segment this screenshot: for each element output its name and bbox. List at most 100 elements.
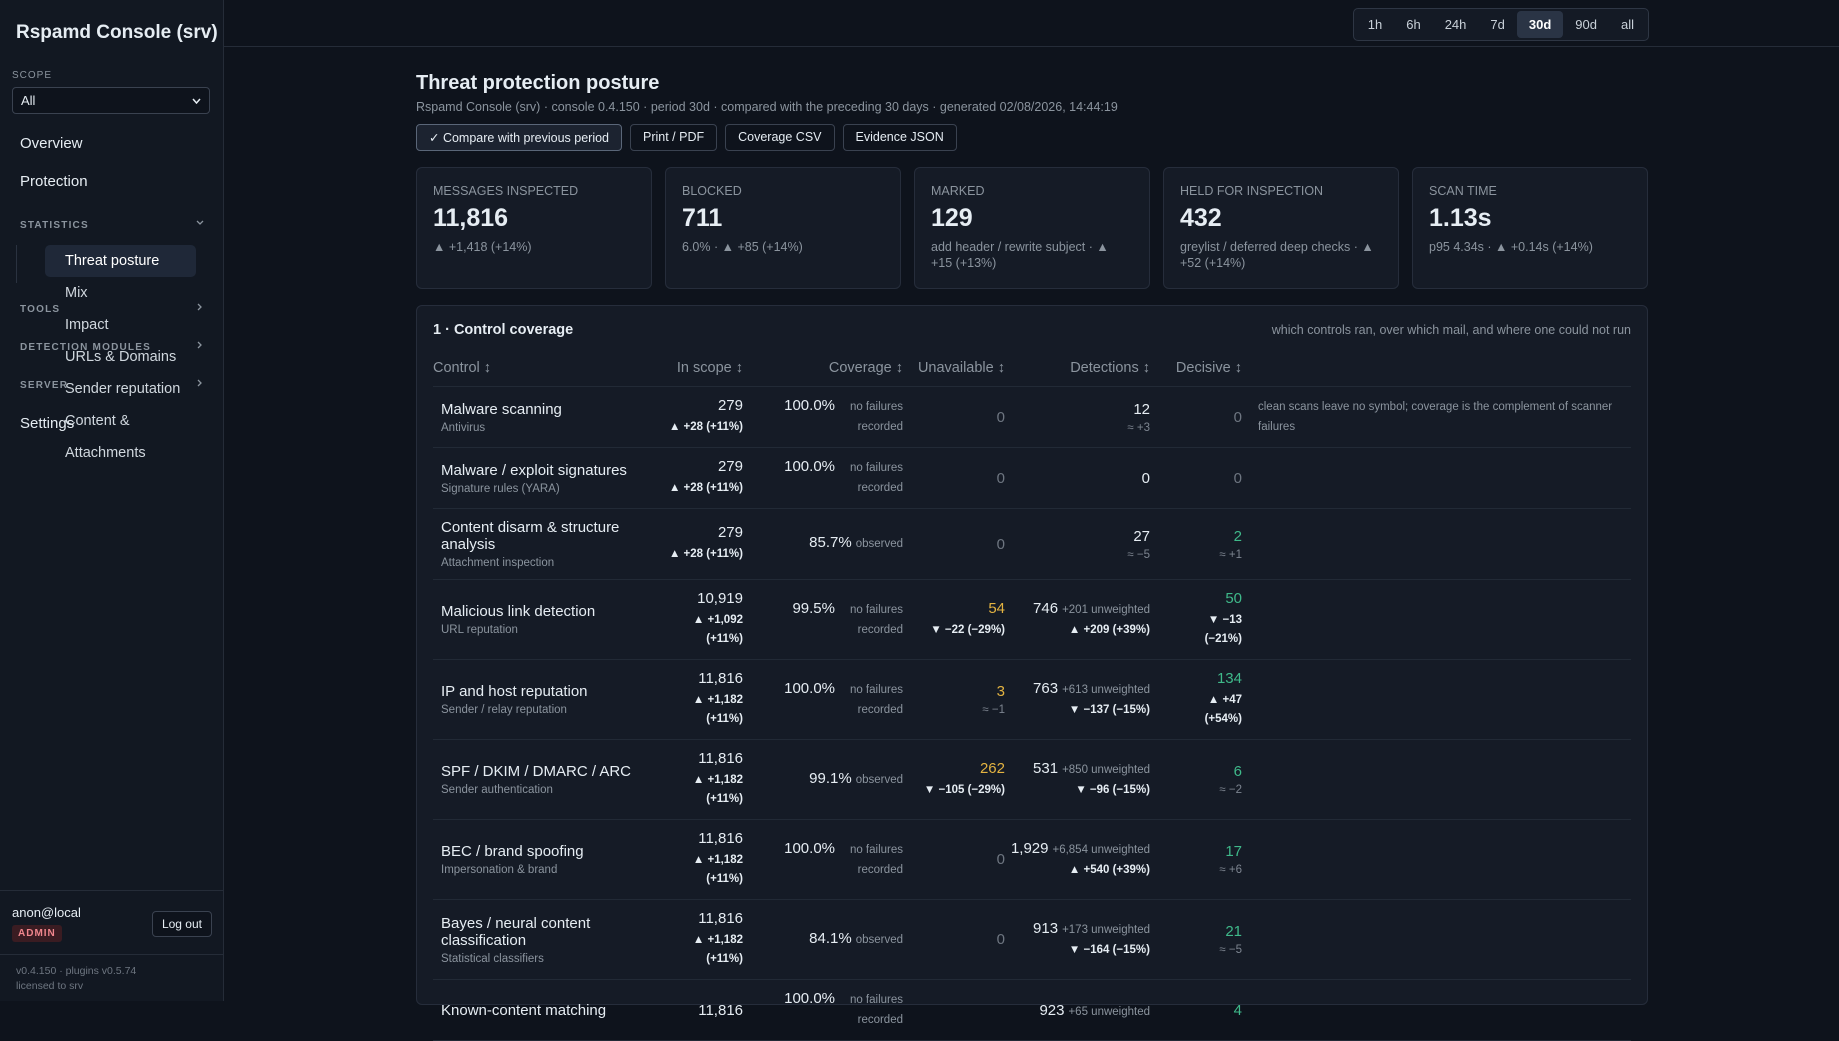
decisive-delta: ≈ +6 xyxy=(1219,864,1242,876)
scope: 11,816 xyxy=(698,1001,743,1019)
detections-cell: 746 +201 unweighted ▲ +209 (+39%) xyxy=(1005,580,1150,660)
decisive-cell: 6 ≈ −2 xyxy=(1150,740,1242,820)
coverage-cell: 99.1% observed xyxy=(743,740,903,820)
decisive-cell: 4 xyxy=(1150,980,1242,1041)
column-header[interactable]: Control ↕ xyxy=(433,352,663,387)
nav-section[interactable]: DETECTION MODULES xyxy=(0,329,224,367)
control-sub: Antivirus xyxy=(441,421,486,434)
kpi-value: 1.13s xyxy=(1429,204,1492,232)
period-button[interactable]: 7d xyxy=(1490,17,1505,32)
scope: 11,816 xyxy=(698,750,743,767)
decisive: 21 xyxy=(1225,923,1242,940)
scope-delta: ▲ +1,182 (+11%) xyxy=(692,694,743,725)
detections-cell: 1,929 +6,854 unweighted ▲ +540 (+39%) xyxy=(1005,820,1150,900)
nav-section[interactable]: STATISTICS xyxy=(0,207,224,245)
action-button[interactable]: Print / PDF xyxy=(630,124,718,151)
detections-delta: ▼ −96 (−15%) xyxy=(1075,783,1150,796)
nav-item[interactable]: Content & Attachments xyxy=(65,413,146,461)
decisive-cell: 50 ▼ −13 (−21%) xyxy=(1150,580,1242,660)
scope-delta: ▲ +1,182 (+11%) xyxy=(692,774,743,805)
scope: 279 xyxy=(717,458,743,475)
detections-delta: ▼ −137 (−15%) xyxy=(1068,703,1150,716)
scope-select[interactable]: All xyxy=(12,87,210,114)
scope: 279 xyxy=(717,524,743,541)
detections-delta: ▲ +209 (+39%) xyxy=(1068,623,1150,636)
coverage: 99.1% xyxy=(809,769,852,787)
scope-delta: ▲ +1,092 (+11%) xyxy=(692,614,743,645)
detections-delta: ≈ −5 xyxy=(1127,548,1150,561)
period-button[interactable]: 30d xyxy=(1516,11,1564,38)
action-button[interactable]: Coverage CSV xyxy=(725,124,835,151)
scope-cell: 11,816 ▲ +1,182 (+11%) xyxy=(663,660,743,740)
control-cell: SPF / DKIM / DMARC / ARC Sender authentic… xyxy=(433,740,663,820)
scope: 11,816 xyxy=(698,670,743,687)
nav-item[interactable]: Mix xyxy=(65,285,88,301)
detections-cell: 923 +65 unweighted xyxy=(1005,980,1150,1041)
period-button[interactable]: 6h xyxy=(1406,17,1421,32)
control-cell: BEC / brand spoofing Impersonation & bran… xyxy=(433,820,663,900)
column-header[interactable]: Unavailable ↕ xyxy=(903,352,1005,387)
unavailable: 0 xyxy=(996,851,1005,868)
version: v0.4.150 · plugins v0.5.74 xyxy=(16,965,137,977)
nav-section[interactable]: TOOLS xyxy=(0,291,224,329)
period-button[interactable]: 1h xyxy=(1367,17,1383,32)
scope-cell: 279 ▲ +28 (+11%) xyxy=(663,509,743,580)
column-header[interactable]: In scope ↕ xyxy=(663,352,743,387)
kpi-label: SCAN TIME xyxy=(1429,184,1497,198)
decisive-cell: 0 xyxy=(1150,387,1242,448)
nav-item[interactable]: Settings xyxy=(20,415,75,432)
action-button[interactable]: Evidence JSON xyxy=(842,124,957,151)
detections-line: 913 +173 unweighted xyxy=(1033,920,1150,937)
detections: 12 xyxy=(1133,400,1150,418)
scope: 10,919 xyxy=(697,590,743,607)
detections-extra: +850 unweighted xyxy=(1062,763,1150,776)
coverage: 85.7% xyxy=(809,534,852,551)
column-header[interactable]: Detections ↕ xyxy=(1005,352,1150,387)
decisive: 50 xyxy=(1225,590,1242,607)
unavailable: 54 xyxy=(988,599,1005,617)
coverage: 100.0% xyxy=(784,990,835,1007)
period-button[interactable]: 90d xyxy=(1575,17,1597,32)
nav-item[interactable]: Impact xyxy=(65,317,109,333)
detections-line: 12 xyxy=(1133,401,1150,418)
unavailable: 0 xyxy=(996,931,1005,948)
kpi-note: 6.0% · ▲ +85 (+14%) xyxy=(682,240,803,254)
coverage: 100.0% xyxy=(784,839,835,857)
coverage-table: Control ↕ In scope ↕ Coverage ↕ Unavailable… xyxy=(433,352,1631,1041)
chevron xyxy=(196,220,204,225)
coverage-note: no failures recorded xyxy=(849,994,903,1026)
control-cell: Known-content matching xyxy=(433,980,663,1041)
nav-item[interactable]: URLs & Domains xyxy=(65,349,177,365)
coverage-cell: 99.5% no failures recorded xyxy=(743,580,903,660)
nav-item[interactable]: Sender reputation xyxy=(65,381,181,397)
coverage-note: no failures recorded xyxy=(849,843,903,876)
detections-extra: +65 unweighted xyxy=(1068,1005,1150,1018)
unavailable-cell: 54 ▼ −22 (−29%) xyxy=(903,580,1005,660)
column-header[interactable]: Coverage ↕ xyxy=(743,352,903,387)
nav-section[interactable]: SERVER xyxy=(0,367,224,405)
nav-item[interactable]: Overview xyxy=(20,135,83,152)
period-button[interactable]: 24h xyxy=(1444,17,1467,32)
row-note: clean scans leave no symbol; coverage is… xyxy=(1242,387,1631,448)
control-name: IP and host reputation xyxy=(441,683,588,700)
detections-line: 1,929 +6,854 unweighted xyxy=(1011,840,1150,857)
column-header[interactable]: Decisive ↕ xyxy=(1150,352,1242,387)
detections-line: 763 +613 unweighted xyxy=(1033,680,1150,697)
nav-item[interactable]: Protection xyxy=(20,173,88,190)
coverage-line: 100.0% no failures recorded xyxy=(784,458,903,498)
unavailable-cell: 0 xyxy=(903,820,1005,900)
period-button[interactable]: all xyxy=(1620,17,1634,32)
action-button[interactable]: ✓ Compare with previous period xyxy=(416,124,622,151)
unavailable-cell: 0 xyxy=(903,387,1005,448)
chevron xyxy=(197,379,202,387)
coverage-line: 100.0% no failures recorded xyxy=(784,397,903,437)
row-note xyxy=(1242,448,1631,509)
coverage: 84.1% xyxy=(809,929,852,947)
row-note xyxy=(1242,740,1631,820)
coverage-cell: 100.0% no failures recorded xyxy=(743,820,903,900)
logout-button[interactable]: Log out xyxy=(151,911,212,937)
license: licensed to srv xyxy=(16,980,84,992)
decisive: 0 xyxy=(1233,469,1242,487)
nav-item[interactable]: Threat posture xyxy=(45,245,196,277)
coverage-line: 100.0% no failures recorded xyxy=(784,680,903,720)
